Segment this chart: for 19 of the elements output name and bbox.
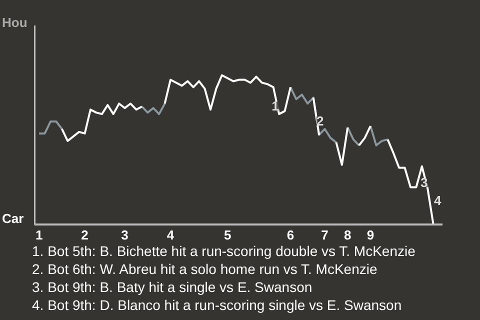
text: Hou — [2, 14, 28, 32]
text: 1. Bot 5th: B. Bichette hit a run-scoring double vs T. McKenzie — [32, 243, 416, 259]
x-tick-label: 5 — [224, 228, 232, 242]
x-tick-label: 7 — [321, 228, 328, 242]
x-tick-label: 6 — [286, 228, 294, 242]
annotation: 1 — [272, 98, 279, 114]
x-tick-label: 1 — [35, 228, 43, 242]
text: 4. Bot 9th: D. Blanco hit a run-scoring single vs E. Swanson — [32, 297, 402, 313]
annotation: 4 — [434, 193, 442, 208]
x-tick-label: 3 — [121, 228, 128, 242]
x-tick-label: 2 — [81, 228, 88, 242]
annotation: 2 — [316, 114, 324, 129]
text: Car — [2, 210, 24, 228]
x-tick-label: 4 — [166, 228, 175, 242]
x-tick-label: 8 — [344, 228, 352, 242]
text: 3. Bot 9th: B. Baty hit a single vs E. Swanson — [32, 279, 312, 295]
text: 2. Bot 6th: W. Abreu hit a solo home run vs T. McKenzie — [32, 261, 378, 277]
x-tick-label: 9 — [366, 228, 374, 242]
annotation: 3 — [420, 175, 428, 190]
